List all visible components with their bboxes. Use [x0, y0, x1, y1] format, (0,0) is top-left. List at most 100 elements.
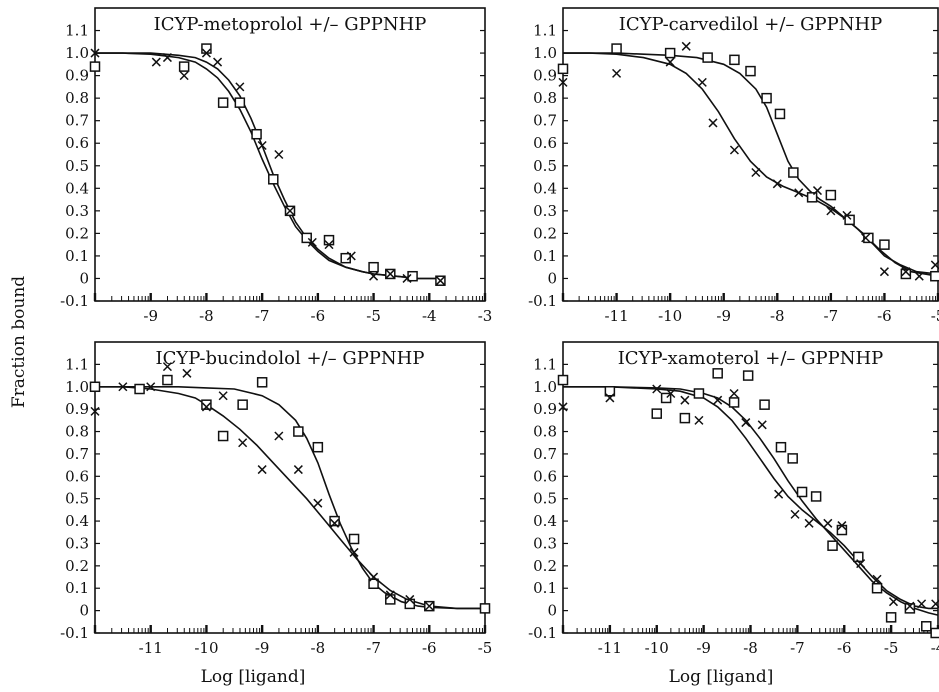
y-tick-label: 0.1 — [533, 579, 557, 597]
cross-point — [930, 260, 939, 270]
cross-point — [804, 518, 814, 528]
y-tick-label: 1.1 — [533, 22, 557, 40]
panel-metoprolol: ICYP-metoprolol +/– GPPNHP -0.1 0 0.1 0.2 0.3… — [60, 7, 492, 325]
x-axis-title-left: Log [ligand] — [201, 667, 306, 687]
y-tick-label: 1.1 — [65, 22, 89, 40]
cross-point — [826, 206, 836, 216]
cross-point — [313, 498, 323, 508]
cross-point — [257, 140, 267, 151]
y-tick-label: 0.3 — [65, 202, 89, 220]
square-point — [679, 412, 691, 424]
y-tick-label: 0.5 — [533, 157, 557, 175]
chart-title: ICYP-bucindolol +/– GPPNHP — [156, 348, 425, 369]
x-tick-label: -10 — [194, 639, 218, 657]
x-tick-label: -7 — [824, 307, 839, 325]
y-tick-label: 1.0 — [533, 44, 557, 62]
square-point — [340, 252, 351, 264]
cross-point — [774, 489, 784, 499]
square-point — [323, 234, 335, 246]
y-tick-label: 0.3 — [533, 202, 557, 220]
square-point — [651, 408, 662, 419]
y-tick-label: 0.8 — [533, 423, 557, 441]
y-tick-label: 0.3 — [65, 534, 89, 552]
square-point — [604, 385, 616, 397]
y-tick-label: 0 — [79, 602, 89, 620]
square-point — [774, 108, 786, 120]
y-tick-label: 0.3 — [533, 534, 557, 552]
cross-point — [872, 574, 882, 584]
square-point — [879, 239, 890, 250]
cross-point — [182, 368, 192, 378]
fit-curve-2 — [563, 386, 938, 610]
x-tick-label: -6 — [422, 639, 437, 657]
fit-curve-1 — [95, 386, 485, 610]
y-tick-label: 0.5 — [65, 490, 89, 508]
cross-point — [888, 597, 898, 607]
cross-point — [757, 420, 767, 430]
square-point — [660, 392, 672, 404]
y-tick-label: 1.0 — [533, 378, 557, 396]
square-point — [930, 627, 939, 639]
x-tick-label: -11 — [139, 639, 163, 657]
x-tick-label: -4 — [422, 307, 437, 325]
cross-point — [790, 509, 800, 519]
y-tick-label: 0.6 — [533, 134, 557, 152]
y-tick-label: 0.2 — [65, 557, 89, 575]
square-point — [368, 578, 379, 590]
cross-point — [681, 41, 691, 51]
square-point — [712, 368, 723, 379]
square-point — [89, 61, 101, 72]
square-point — [904, 603, 916, 614]
cross-point — [349, 547, 359, 557]
y-tick-label: -0.1 — [528, 624, 557, 642]
y-tick-label: 0 — [79, 269, 89, 287]
square-point — [759, 399, 770, 410]
y-tick-label: 0.2 — [65, 224, 89, 242]
y-tick-label: 1.0 — [65, 378, 89, 396]
square-point — [729, 54, 740, 66]
square-point — [702, 52, 713, 63]
square-point — [234, 97, 246, 108]
cross-point — [652, 384, 662, 394]
cross-point — [605, 393, 615, 403]
cross-point — [879, 267, 889, 277]
panel-carvedilol: ICYP-carvedilol +/– GPPNHP -0.1 0 0.1 0.2 0.3… — [528, 7, 939, 325]
cross-point — [424, 601, 434, 611]
y-tick-label: 0.4 — [65, 512, 89, 530]
x-tick-label: -6 — [311, 307, 326, 325]
cross-point — [713, 395, 723, 405]
square-point — [217, 430, 229, 442]
square-point — [745, 65, 756, 77]
square-point — [479, 603, 491, 614]
cross-point — [274, 149, 284, 160]
cross-point — [274, 431, 284, 441]
square-point — [557, 374, 569, 386]
fit-curve-1 — [95, 52, 441, 280]
y-tick-label: 0.7 — [533, 445, 557, 463]
cross-point — [179, 71, 189, 81]
cross-point — [905, 601, 915, 611]
cross-point — [218, 391, 228, 401]
cross-point — [729, 145, 739, 155]
square-point — [368, 261, 379, 273]
square-point — [293, 426, 304, 437]
fit-curve-2 — [95, 386, 485, 610]
y-tick-label: 0.4 — [65, 179, 89, 197]
x-tick-label: -5 — [884, 639, 899, 657]
y-tick-label: 0 — [547, 269, 557, 287]
x-tick-label: -9 — [696, 639, 711, 657]
cross-point — [90, 48, 100, 58]
y-tick-label: 0.7 — [65, 445, 89, 463]
y-tick-label: 0 — [547, 602, 557, 620]
square-point — [796, 486, 808, 498]
square-point — [89, 381, 101, 393]
y-tick-label: 0.9 — [65, 400, 89, 418]
square-point — [407, 270, 418, 282]
square-point — [775, 441, 787, 453]
cross-point — [931, 599, 939, 609]
y-tick-label: 0.5 — [65, 157, 89, 175]
cross-point — [665, 57, 675, 67]
cross-point — [235, 82, 245, 92]
chart-title: ICYP-xamoterol +/– GPPNHP — [618, 348, 884, 369]
y-tick-label: 1.0 — [65, 44, 89, 62]
